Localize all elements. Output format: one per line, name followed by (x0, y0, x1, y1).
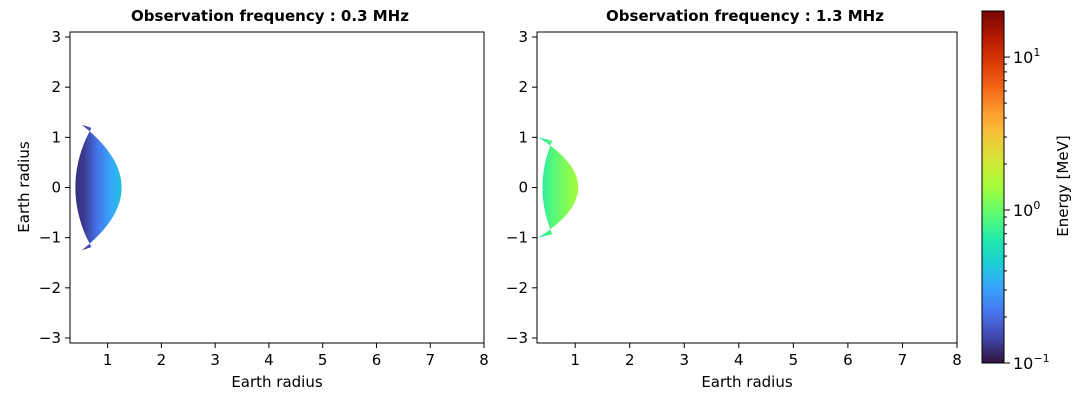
x-tick-label: 3 (679, 351, 689, 369)
colorbar-tick-label: 100 (1013, 199, 1040, 220)
colorbar-label: Energy [MeV] (1054, 135, 1072, 236)
x-tick-label: 8 (952, 351, 962, 369)
y-tick-label: 0 (518, 179, 528, 197)
x-tick-label: 4 (264, 351, 274, 369)
right-heatmap (538, 137, 579, 238)
energy-region (75, 124, 122, 251)
left-plot-frame (69, 31, 485, 344)
x-tick-label: 5 (318, 351, 328, 369)
right-panel-title: Observation frequency : 1.3 MHz (606, 7, 884, 25)
y-tick-label: 2 (51, 78, 61, 96)
right-plot-frame (536, 31, 958, 344)
y-tick-label: −3 (39, 329, 61, 347)
colorbar: 101 100 10−1 Energy [MeV] (981, 10, 1072, 373)
right-panel: Observation frequency : 1.3 MHz 1 2 3 4 5 6 7 8… (506, 7, 962, 391)
x-tick-label: 1 (103, 351, 113, 369)
right-y-ticks: −3 −2 −1 0 1 2 3 (506, 28, 537, 347)
left-y-axis-label: Earth radius (15, 141, 33, 233)
left-x-ticks: 1 2 3 4 5 6 7 8 (103, 343, 489, 369)
left-panel-title: Observation frequency : 0.3 MHz (131, 7, 409, 25)
y-tick-label: −1 (506, 229, 528, 247)
right-x-ticks: 1 2 3 4 5 6 7 8 (570, 343, 962, 369)
y-tick-label: −2 (506, 279, 528, 297)
x-tick-label: 2 (625, 351, 635, 369)
left-heatmap (75, 124, 122, 251)
left-panel: Observation frequency : 0.3 MHz 1 2 3 4 5 6 7 8… (15, 7, 489, 391)
y-tick-label: 1 (51, 128, 61, 146)
right-x-axis-label: Earth radius (701, 373, 793, 391)
y-tick-label: 2 (518, 78, 528, 96)
energy-region (538, 137, 579, 238)
y-tick-label: −3 (506, 329, 528, 347)
x-tick-label: 5 (789, 351, 799, 369)
x-tick-label: 6 (843, 351, 853, 369)
x-tick-label: 3 (210, 351, 220, 369)
x-tick-label: 7 (898, 351, 908, 369)
colorbar-tick-label: 10−1 (1013, 352, 1050, 373)
y-tick-label: 0 (51, 179, 61, 197)
x-tick-label: 2 (157, 351, 167, 369)
x-tick-label: 4 (734, 351, 744, 369)
x-tick-label: 1 (570, 351, 580, 369)
colorbar-ticks: 101 100 10−1 (1004, 46, 1050, 373)
y-tick-label: −2 (39, 279, 61, 297)
x-tick-label: 6 (372, 351, 382, 369)
colorbar-gradient (981, 10, 1005, 364)
y-tick-label: 1 (518, 128, 528, 146)
colorbar-tick-label: 101 (1013, 46, 1040, 67)
left-x-axis-label: Earth radius (231, 373, 323, 391)
y-tick-label: −1 (39, 229, 61, 247)
x-tick-label: 8 (479, 351, 489, 369)
y-tick-label: 3 (51, 28, 61, 46)
x-tick-label: 7 (425, 351, 435, 369)
y-tick-label: 3 (518, 28, 528, 46)
left-y-ticks: −3 −2 −1 0 1 2 3 (39, 28, 70, 347)
